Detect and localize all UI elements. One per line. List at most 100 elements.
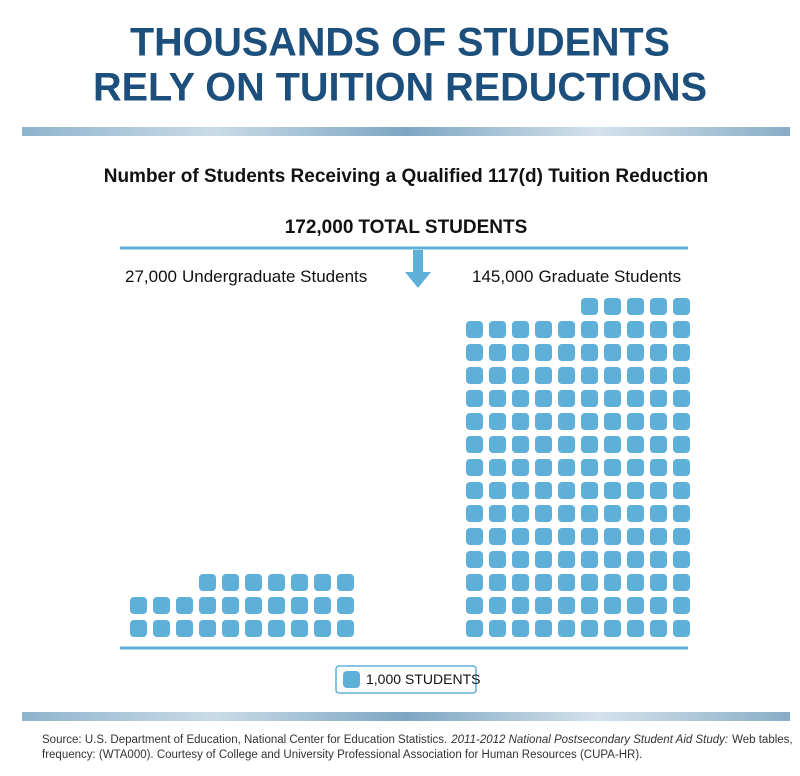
total-value: 172,000 [285, 217, 354, 238]
icon [581, 551, 598, 568]
icon [489, 344, 506, 361]
icon [222, 574, 239, 591]
icon [581, 574, 598, 591]
icon [627, 436, 644, 453]
icon [466, 505, 483, 522]
icon [535, 551, 552, 568]
icon [627, 597, 644, 614]
icon [627, 620, 644, 637]
icon [535, 528, 552, 545]
icon [581, 413, 598, 430]
icon [650, 551, 667, 568]
icon [673, 528, 690, 545]
icon [466, 413, 483, 430]
icon [535, 459, 552, 476]
icon [466, 459, 483, 476]
icon [650, 482, 667, 499]
icon [489, 436, 506, 453]
icon [245, 620, 262, 637]
icon [535, 367, 552, 384]
legend-unit: 1,000 [366, 671, 401, 687]
icon [489, 574, 506, 591]
icon [604, 551, 621, 568]
icon [627, 459, 644, 476]
series-name: Graduate Students [538, 267, 681, 286]
icon [337, 574, 354, 591]
icon [291, 597, 308, 614]
series-name: Undergraduate Students [182, 267, 367, 286]
legend-box [335, 665, 477, 694]
icon [581, 482, 598, 499]
icon [535, 505, 552, 522]
icon [466, 482, 483, 499]
icon [245, 574, 262, 591]
icon [558, 344, 575, 361]
icon [627, 367, 644, 384]
icon [535, 597, 552, 614]
source: Source: U.S. Department of Education, Na… [42, 734, 793, 746]
icon [512, 321, 529, 338]
icon [581, 298, 598, 315]
icon [650, 367, 667, 384]
icon [650, 528, 667, 545]
series-layer: 27,000 Undergraduate Students 145,000 Gradu… [125, 267, 690, 637]
icon [466, 528, 483, 545]
icon [673, 574, 690, 591]
icon [604, 620, 621, 637]
icon [604, 528, 621, 545]
icon [466, 620, 483, 637]
icon [604, 459, 621, 476]
icon [314, 597, 331, 614]
icon [627, 413, 644, 430]
icon [650, 597, 667, 614]
icon [512, 505, 529, 522]
icon [466, 344, 483, 361]
icon [268, 574, 285, 591]
icon [512, 620, 529, 637]
icon [627, 551, 644, 568]
series-value: 145,000 [472, 267, 533, 286]
icon [650, 390, 667, 407]
chart-title: Number of Students Receiving a Qualified… [104, 166, 709, 187]
icon [650, 344, 667, 361]
icon [581, 597, 598, 614]
icon [535, 620, 552, 637]
icon [535, 344, 552, 361]
icon [604, 367, 621, 384]
icon [489, 505, 506, 522]
icon [650, 459, 667, 476]
icon [558, 367, 575, 384]
icon [581, 436, 598, 453]
icon [604, 574, 621, 591]
icon [673, 620, 690, 637]
icon [337, 620, 354, 637]
icon [466, 436, 483, 453]
icon [673, 551, 690, 568]
total-text: TOTAL STUDENTS [358, 217, 527, 238]
icon [535, 574, 552, 591]
icon [489, 620, 506, 637]
icon [558, 390, 575, 407]
legend-text: 1,000 STUDENTS [366, 671, 481, 687]
icon [489, 528, 506, 545]
icon [581, 620, 598, 637]
icon [130, 620, 147, 637]
icon [581, 367, 598, 384]
icon [153, 597, 170, 614]
icon [558, 459, 575, 476]
icon [581, 321, 598, 338]
icon [673, 459, 690, 476]
icon [627, 321, 644, 338]
icon [581, 505, 598, 522]
icon [489, 459, 506, 476]
icon [466, 367, 483, 384]
legend-icon [343, 671, 360, 688]
icon [512, 344, 529, 361]
icon [466, 321, 483, 338]
icon [199, 620, 216, 637]
icon [489, 367, 506, 384]
icon [558, 505, 575, 522]
series-value: 27,000 [125, 267, 177, 286]
icon [558, 574, 575, 591]
icon [673, 505, 690, 522]
